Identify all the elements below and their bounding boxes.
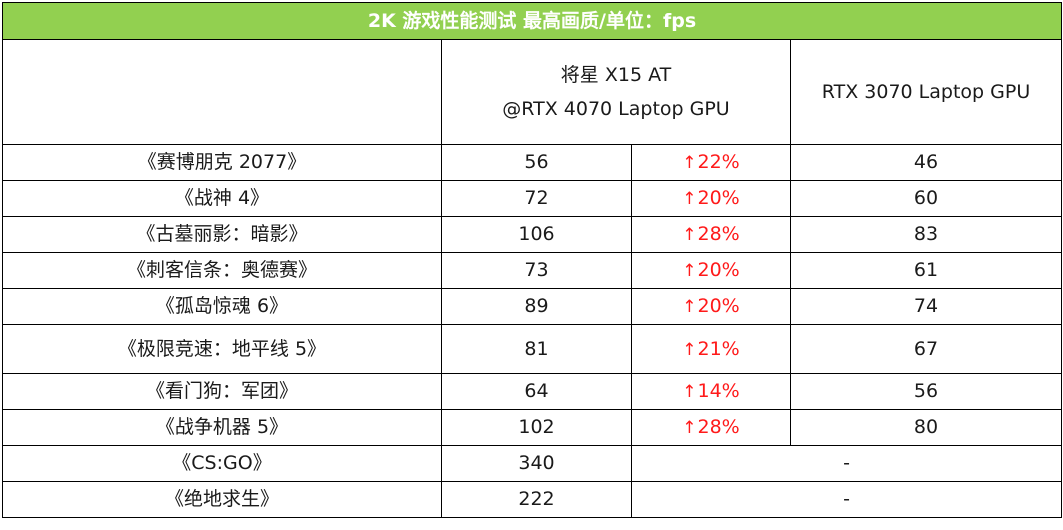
x15-fps: 73 bbox=[441, 252, 632, 289]
rtx3070-fps: 74 bbox=[789, 288, 1063, 325]
no-comparison-cell: - bbox=[630, 445, 1063, 482]
improvement-pct: 20% bbox=[697, 295, 740, 317]
improvement-pct: 22% bbox=[697, 151, 740, 173]
improvement-cell: ↑14% bbox=[631, 373, 791, 410]
improvement-pct: 28% bbox=[697, 223, 740, 245]
game-name: 《极限竞速：地平线 5》 bbox=[2, 324, 442, 374]
x15-fps: 340 bbox=[441, 445, 632, 482]
table-row: 《赛博朋克 2077》 56 ↑22% 46 bbox=[2, 144, 1063, 181]
table-title: 2K 游戏性能测试 最高画质/单位：fps bbox=[1, 2, 1063, 40]
x15-fps: 102 bbox=[441, 409, 632, 446]
game-name: 《绝地求生》 bbox=[2, 481, 442, 518]
improvement-cell: ↑20% bbox=[631, 180, 791, 217]
x15-fps: 72 bbox=[441, 180, 632, 217]
rtx3070-fps: 46 bbox=[789, 144, 1063, 181]
table-row: 《极限竞速：地平线 5》 81 ↑21% 67 bbox=[2, 324, 1063, 374]
improvement-cell: ↑28% bbox=[631, 409, 791, 446]
header-x15-cell: 将星 X15 AT @RTX 4070 Laptop GPU bbox=[441, 39, 791, 145]
arrow-up-icon: ↑ bbox=[682, 339, 697, 360]
arrow-up-icon: ↑ bbox=[682, 297, 697, 317]
title-row: 2K 游戏性能测试 最高画质/单位：fps bbox=[1, 2, 1063, 40]
game-name: 《战神 4》 bbox=[2, 180, 442, 217]
rtx3070-fps: 83 bbox=[789, 216, 1063, 253]
arrow-up-icon: ↑ bbox=[682, 261, 697, 281]
rtx3070-fps: 67 bbox=[789, 324, 1063, 374]
table-row: 《看门狗：军团》 64 ↑14% 56 bbox=[2, 373, 1063, 410]
improvement-cell: ↑20% bbox=[631, 252, 791, 289]
arrow-up-icon: ↑ bbox=[682, 189, 697, 209]
improvement-cell: ↑22% bbox=[631, 144, 791, 181]
arrow-up-icon: ↑ bbox=[682, 418, 697, 438]
game-name: 《CS:GO》 bbox=[2, 445, 442, 482]
improvement-cell: ↑28% bbox=[631, 216, 791, 253]
header-row: 将星 X15 AT @RTX 4070 Laptop GPU RTX 3070 … bbox=[2, 39, 1063, 145]
game-name: 《刺客信条：奥德赛》 bbox=[2, 252, 442, 289]
game-name: 《孤岛惊魂 6》 bbox=[2, 288, 442, 325]
table-row: 《战神 4》 72 ↑20% 60 bbox=[2, 180, 1063, 217]
table-row: 《绝地求生》 222 - bbox=[2, 481, 1063, 518]
x15-fps: 222 bbox=[441, 481, 632, 518]
header-x15-text: 将星 X15 AT @RTX 4070 Laptop GPU bbox=[502, 58, 729, 126]
game-name: 《古墓丽影：暗影》 bbox=[2, 216, 442, 253]
improvement-cell: ↑21% bbox=[631, 324, 791, 374]
x15-fps: 64 bbox=[441, 373, 632, 410]
rtx3070-fps: 56 bbox=[789, 373, 1063, 410]
improvement-cell: ↑20% bbox=[631, 288, 791, 325]
header-rtx3070-cell: RTX 3070 Laptop GPU bbox=[789, 39, 1063, 145]
arrow-up-icon: ↑ bbox=[682, 382, 697, 402]
improvement-pct: 14% bbox=[697, 380, 740, 402]
game-name: 《赛博朋克 2077》 bbox=[2, 144, 442, 181]
x15-fps: 89 bbox=[441, 288, 632, 325]
rtx3070-fps: 61 bbox=[789, 252, 1063, 289]
improvement-pct: 20% bbox=[697, 187, 740, 209]
table-row: 《刺客信条：奥德赛》 73 ↑20% 61 bbox=[2, 252, 1063, 289]
benchmark-table: 2K 游戏性能测试 最高画质/单位：fps 将星 X15 AT @RTX 407… bbox=[1, 2, 1063, 518]
x15-fps: 106 bbox=[441, 216, 632, 253]
arrow-up-icon: ↑ bbox=[682, 225, 697, 245]
improvement-pct: 20% bbox=[697, 259, 740, 281]
header-game-cell bbox=[2, 39, 442, 145]
rtx3070-fps: 80 bbox=[789, 409, 1063, 446]
table-row: 《CS:GO》 340 - bbox=[2, 445, 1063, 482]
arrow-up-icon: ↑ bbox=[682, 153, 697, 173]
table-row: 《战争机器 5》 102 ↑28% 80 bbox=[2, 409, 1063, 446]
table-row: 《古墓丽影：暗影》 106 ↑28% 83 bbox=[2, 216, 1063, 253]
improvement-pct: 28% bbox=[697, 416, 740, 438]
no-comparison-cell: - bbox=[630, 481, 1063, 518]
game-name: 《战争机器 5》 bbox=[2, 409, 442, 446]
header-x15-model: 将星 X15 AT bbox=[560, 64, 672, 86]
rtx3070-fps: 60 bbox=[789, 180, 1063, 217]
game-name: 《看门狗：军团》 bbox=[2, 373, 442, 410]
x15-fps: 81 bbox=[441, 324, 632, 374]
improvement-pct: 21% bbox=[697, 337, 740, 360]
table-row: 《孤岛惊魂 6》 89 ↑20% 74 bbox=[2, 288, 1063, 325]
x15-fps: 56 bbox=[441, 144, 632, 181]
header-x15-gpu: @RTX 4070 Laptop GPU bbox=[502, 98, 730, 120]
